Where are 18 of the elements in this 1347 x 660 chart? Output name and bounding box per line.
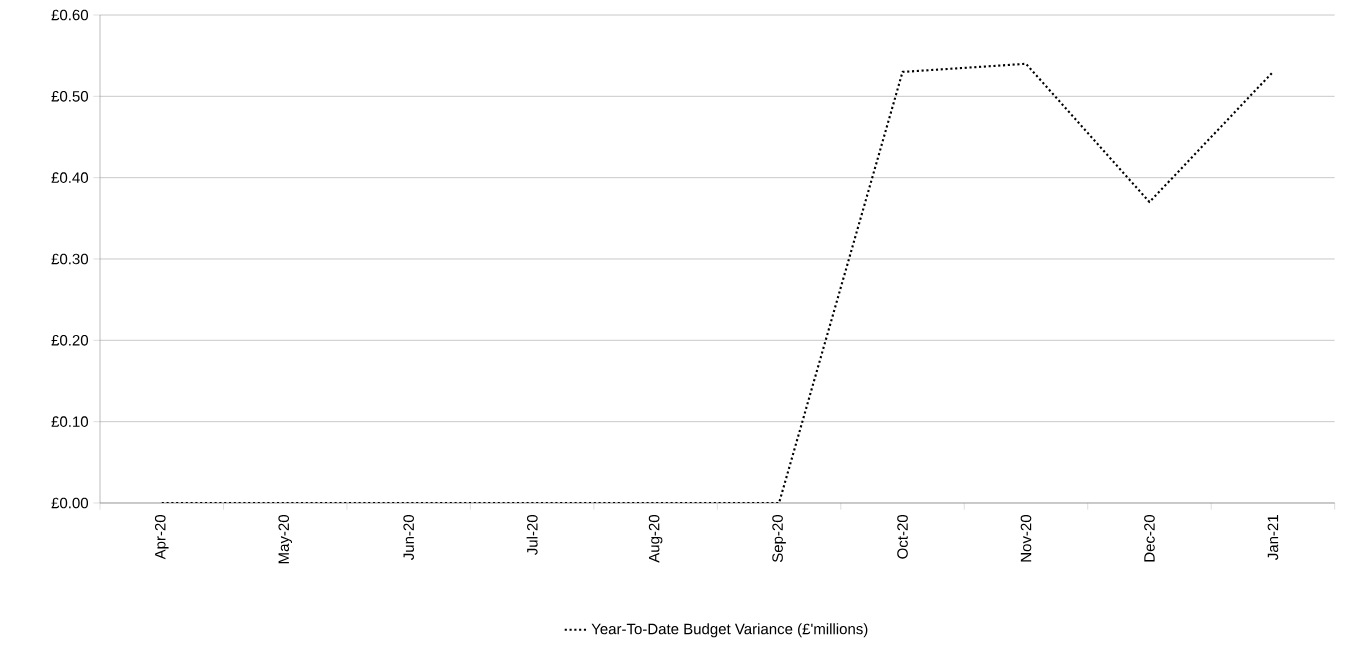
x-tick-label: Jun-20 [403,514,414,560]
y-tick-label: £0.40 [51,172,89,183]
x-tick-label: Sep-20 [772,514,786,563]
y-tick-label: £0.30 [51,253,89,265]
y-tick-label: £0.00 [51,497,89,509]
x-tick-label: Jul-20 [526,514,538,555]
x-tick-label: Nov-20 [1020,514,1032,562]
x-tick-label: May-20 [278,514,292,564]
x-tick-label: Apr-20 [154,514,169,560]
y-tick-label: £0.50 [51,91,89,102]
y-tick-label: £0.20 [51,335,89,346]
x-tick-label: Oct-20 [897,514,908,559]
legend-label: Year-To-Date Budget Variance (£'millions) [591,623,868,638]
y-tick-label: £0.60 [51,9,89,21]
x-tick-label: Jan-21 [1267,515,1279,560]
y-tick-label: £0.10 [51,416,89,427]
x-tick-label: Dec-20 [1144,514,1155,562]
x-tick-label: Aug-20 [648,514,663,563]
